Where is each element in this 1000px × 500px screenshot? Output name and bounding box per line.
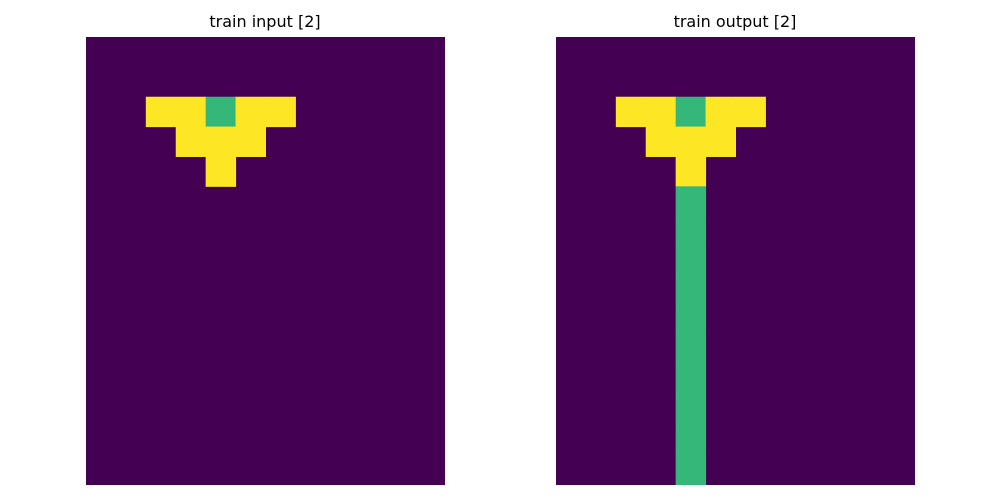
output-grid-cell [615,96,647,128]
input-grid-cell [175,126,207,157]
input-grid-cell [265,96,296,128]
output-grid-cell [705,126,736,157]
output-grid-cell [675,395,707,426]
output-grid-cell [675,365,707,396]
output-grid-cell [675,305,707,337]
output-grid-cell [675,156,707,187]
output-panel-title: train output [2] [673,12,797,31]
input-grid-cell [175,96,207,128]
output-grid-cell [645,126,677,157]
output-grid-cell [675,96,707,128]
input-panel-title: train input [2] [209,12,321,31]
output-grid-cell [675,425,707,456]
output-grid-cell [675,126,707,157]
input-grid [86,37,445,485]
input-grid-cell [235,126,266,157]
output-grid [556,37,915,485]
input-grid-cell [205,156,237,187]
input-grid-cell [145,96,177,128]
input-grid-cell [235,96,266,128]
output-grid-cell [675,216,707,247]
output-grid-cell [705,96,736,128]
output-grid-cell [735,96,766,128]
input-grid-cell [205,96,237,128]
output-grid-cell [675,335,707,367]
input-grid-cell [205,126,237,157]
output-grid-cell [675,275,707,307]
output-grid-cell [675,455,707,485]
output-grid-cell [675,246,707,277]
output-grid-cell [645,96,677,128]
output-grid-cell [675,186,707,217]
